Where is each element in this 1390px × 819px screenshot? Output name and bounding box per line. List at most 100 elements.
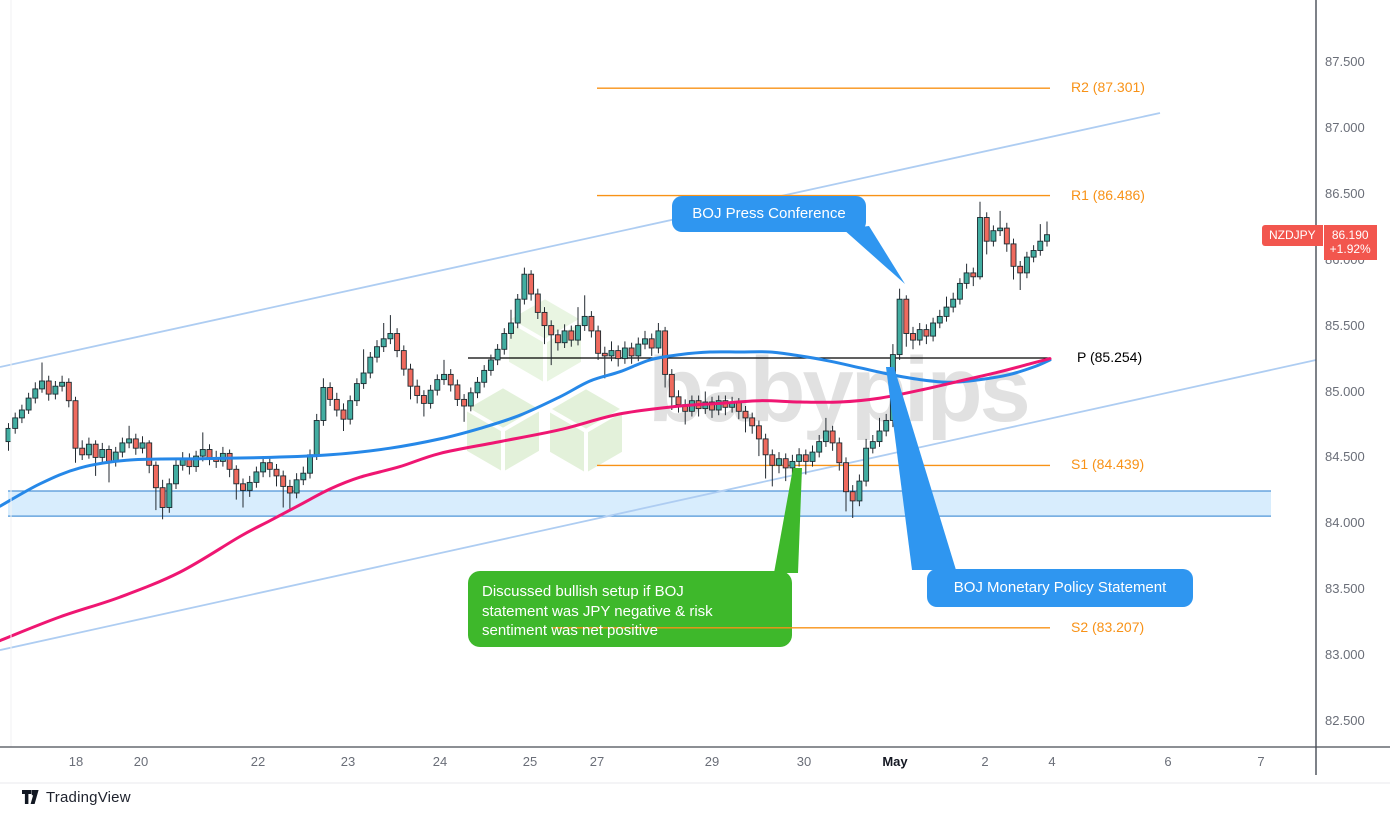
candle (132, 433, 139, 455)
candle (414, 379, 421, 404)
watermark-text: babypips (648, 339, 1031, 441)
candle-body (856, 480, 863, 502)
candle-body (99, 449, 106, 458)
candle-body (25, 397, 32, 411)
candle-body (561, 330, 568, 344)
channel-line-lower[interactable] (0, 359, 1317, 651)
candle-body (166, 483, 173, 508)
candle (1010, 238, 1017, 280)
candle-body (943, 306, 950, 317)
candle (307, 449, 313, 479)
candle-body (910, 333, 916, 341)
candle (59, 375, 66, 392)
candle-body (843, 462, 849, 493)
candle (179, 452, 186, 471)
candle (353, 378, 360, 406)
candle (608, 341, 615, 362)
candle-body (380, 338, 387, 348)
candle (983, 212, 990, 255)
candle-body (280, 475, 287, 487)
candle-body (608, 350, 615, 357)
candle-body (39, 380, 45, 390)
candle (79, 440, 86, 460)
candle (548, 320, 555, 366)
candle (1017, 261, 1024, 290)
candle (849, 485, 856, 518)
candle-body (320, 387, 327, 421)
candle (883, 413, 890, 437)
candle-body (193, 455, 200, 468)
candle (427, 384, 434, 409)
candle (99, 442, 106, 464)
candle-body (18, 409, 25, 419)
candle (501, 328, 508, 355)
candle (166, 478, 173, 513)
candle (869, 435, 876, 454)
candle (400, 345, 407, 376)
candle-body (1037, 240, 1044, 251)
candle-body (588, 315, 595, 332)
candle (715, 395, 722, 416)
candle (313, 413, 320, 460)
monetary-statement-tail[interactable] (886, 367, 956, 570)
candle (246, 475, 253, 497)
candle (916, 323, 923, 346)
monetary-statement-box[interactable] (927, 569, 1193, 607)
candle-body (802, 454, 809, 462)
candle (581, 295, 588, 331)
slow-ma-line[interactable] (0, 357, 1052, 643)
press-conference-tail[interactable] (843, 226, 905, 284)
candle (561, 324, 568, 348)
candle-body (809, 451, 816, 462)
bullish-setup-note-box[interactable] (468, 571, 792, 647)
candle-body (916, 329, 923, 341)
candle (863, 438, 870, 487)
candle-body (487, 359, 494, 371)
candle-body (581, 315, 588, 327)
candle (963, 263, 970, 289)
candle (280, 470, 287, 508)
candle (380, 323, 387, 352)
candle-body (709, 401, 715, 411)
candle (528, 270, 535, 301)
fast-ma-line[interactable] (0, 350, 1052, 508)
candle (193, 450, 200, 472)
tradingview-logo[interactable]: TradingView (22, 789, 131, 806)
press-conference-box[interactable] (672, 196, 866, 232)
candle-body (199, 449, 206, 457)
candle (474, 377, 481, 399)
candle (112, 446, 119, 467)
candle-body (253, 471, 260, 483)
candle-body (394, 333, 401, 352)
candle-body (1030, 250, 1037, 258)
candle-body (159, 487, 166, 508)
candle-body (849, 491, 856, 502)
bullish-setup-note-tail[interactable] (774, 468, 802, 573)
candle (1044, 221, 1050, 247)
candle-body (65, 381, 72, 402)
candle (85, 437, 92, 459)
candle (910, 326, 916, 350)
tradingview-logo-text: TradingView (46, 789, 131, 806)
candle-body (240, 483, 246, 491)
candle (615, 345, 622, 367)
candle (769, 449, 776, 487)
candle-body (333, 398, 340, 411)
channel-line-upper[interactable] (0, 112, 1161, 368)
candle (970, 267, 977, 287)
candle (25, 392, 32, 414)
candle-body (977, 217, 983, 278)
candle (836, 437, 843, 471)
candle-body (930, 322, 937, 337)
candle (554, 329, 561, 351)
candle-body (621, 347, 628, 360)
candle-body (79, 447, 86, 456)
support-zone[interactable] (8, 491, 1271, 517)
candle-body (595, 330, 602, 354)
candle-body (501, 333, 508, 350)
candle (729, 396, 736, 413)
candle-body (427, 389, 434, 404)
candle-body (829, 430, 836, 444)
